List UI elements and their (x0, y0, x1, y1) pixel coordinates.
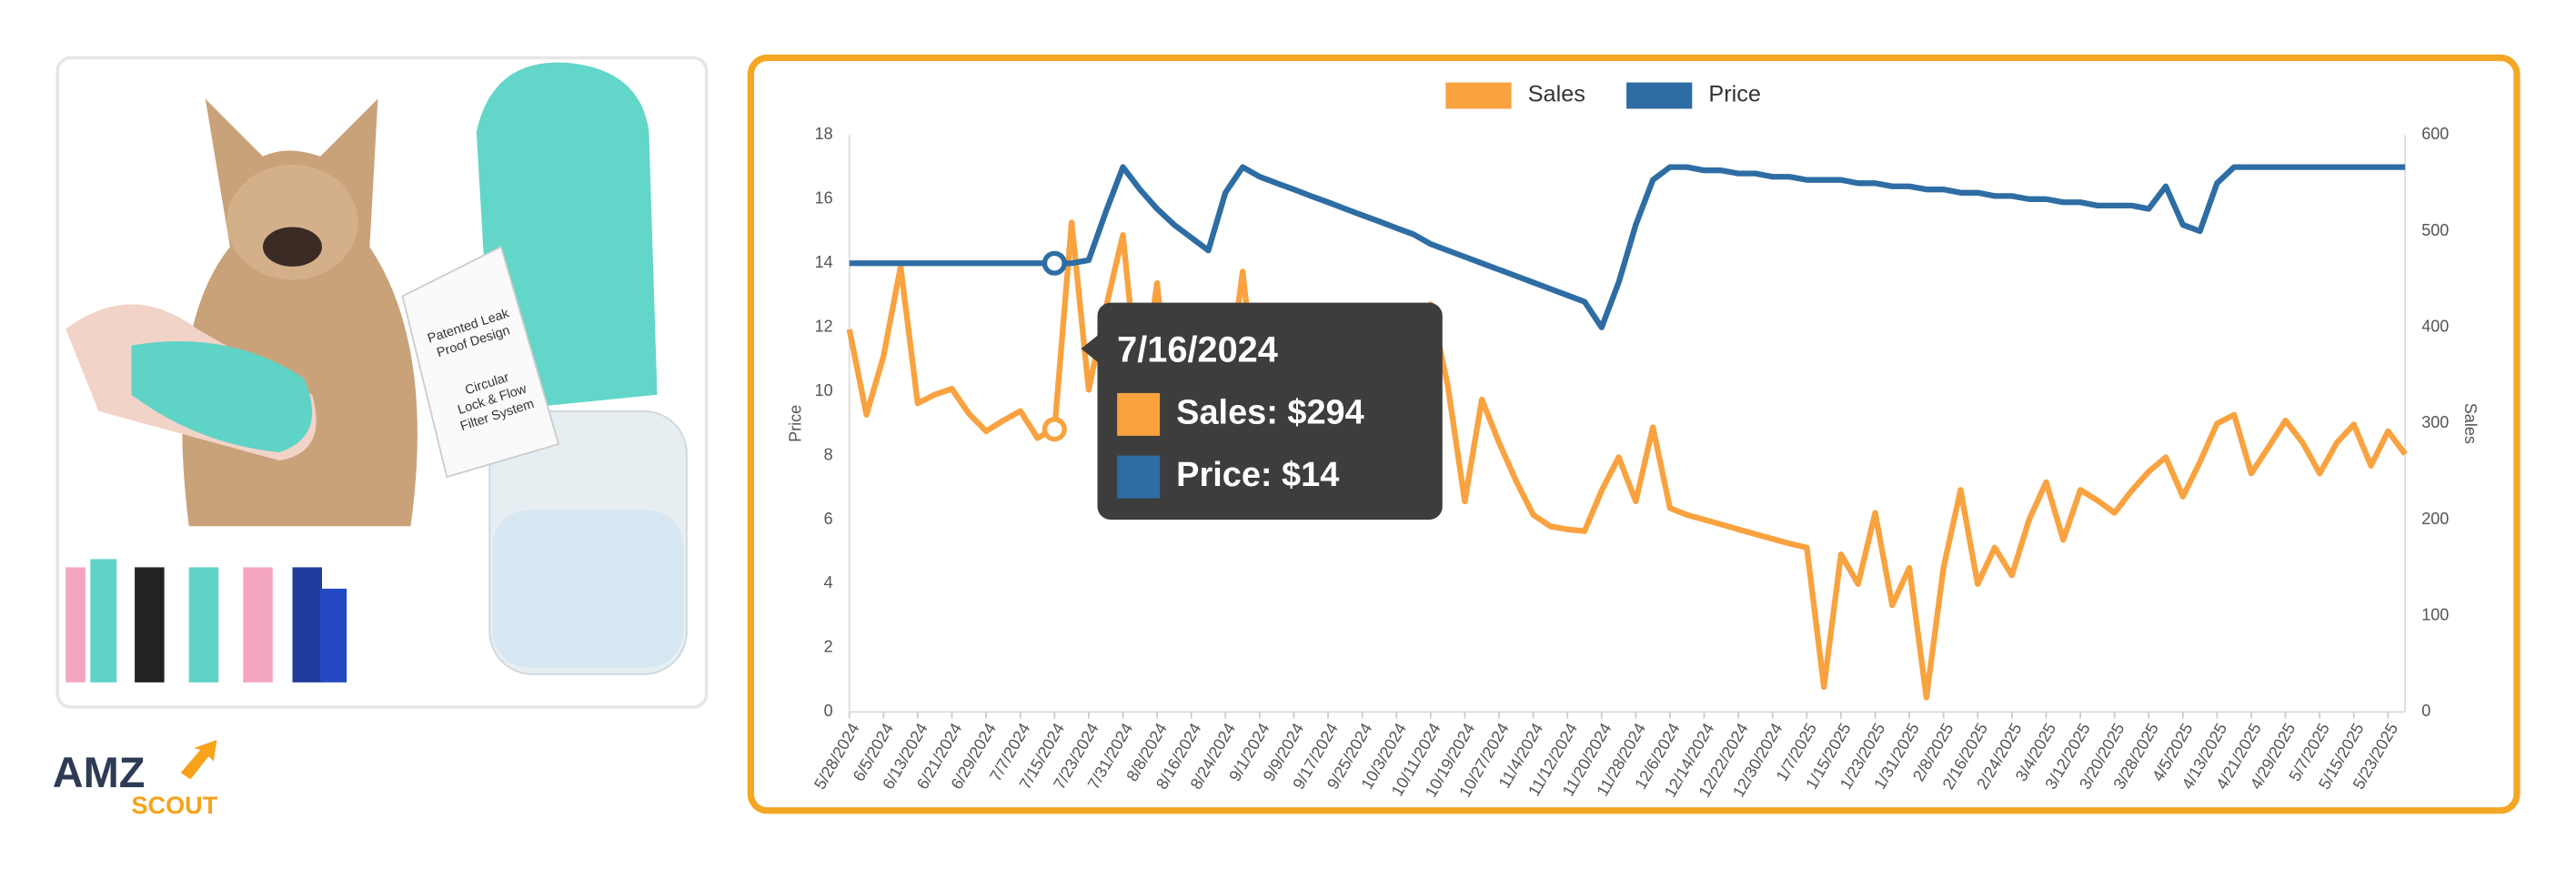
y-tick-label: 6 (824, 510, 833, 528)
logo: AMZ SCOUT (53, 740, 218, 819)
legend-swatch (1626, 82, 1693, 109)
chart-frame (747, 54, 2521, 814)
tooltip-title: 7/16/2024 (1117, 329, 1278, 369)
logo-arrow (180, 740, 217, 780)
product-image: Patented Leak Proof Design Circular Lock… (55, 56, 709, 709)
legend-label: Price (1708, 82, 1761, 107)
line-sales (846, 219, 2408, 701)
y-axis-label: Price (787, 405, 805, 442)
legend-label: Sales (1528, 82, 1585, 107)
hover-point (1041, 250, 1067, 276)
y2-tick-label: 600 (2421, 125, 2449, 143)
y2-tick-label: 300 (2421, 413, 2449, 431)
y2-tick-label: 400 (2421, 317, 2449, 335)
y-tick-label: 10 (815, 381, 833, 400)
tooltip (1097, 302, 1443, 521)
variants (65, 559, 347, 683)
bottle-cup (131, 341, 313, 452)
y2-axis-label: Sales (2461, 403, 2480, 444)
logo-bottom: SCOUT (131, 791, 217, 819)
tooltip-item: Price: $14 (1176, 456, 1339, 494)
tooltip-swatch (1117, 455, 1161, 499)
tooltip-pointer (1081, 335, 1098, 362)
y-tick-label: 0 (824, 702, 833, 720)
legend-swatch (1445, 82, 1512, 109)
dog-snout (262, 227, 322, 267)
line-price (849, 164, 2406, 330)
water (492, 510, 684, 668)
y2-tick-label: 0 (2421, 702, 2430, 720)
y2-tick-label: 200 (2421, 510, 2449, 528)
tooltip-item: Sales: $294 (1176, 393, 1364, 431)
tag (401, 245, 560, 479)
y2-tick-label: 100 (2421, 605, 2449, 623)
y-tick-label: 14 (815, 253, 833, 271)
dog-head (226, 164, 358, 280)
logo-top: AMZ (53, 748, 146, 796)
tooltip-swatch (1117, 392, 1161, 436)
y-tick-label: 4 (824, 573, 833, 592)
y-tick-label: 12 (815, 317, 833, 335)
y-tick-label: 18 (815, 125, 833, 143)
y2-tick-label: 500 (2421, 221, 2449, 239)
hover-point (1041, 417, 1067, 442)
y-tick-label: 8 (824, 445, 833, 463)
y-tick-label: 2 (824, 638, 833, 656)
y-tick-label: 16 (815, 189, 833, 207)
